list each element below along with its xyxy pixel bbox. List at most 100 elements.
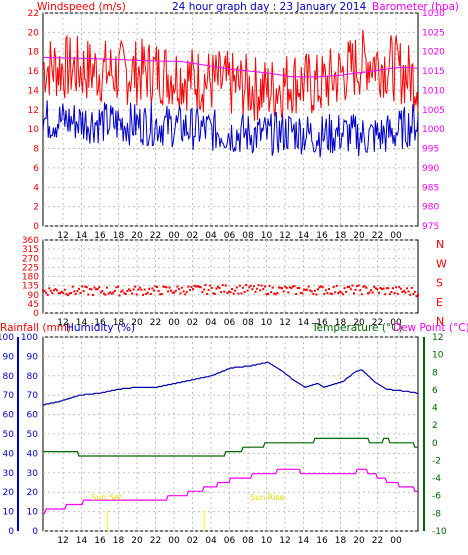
wind-direction-point xyxy=(85,286,88,289)
wind-direction-point xyxy=(260,284,263,287)
wind-direction-point xyxy=(140,288,143,291)
wind-direction-point xyxy=(149,293,152,296)
wind-direction-point xyxy=(324,289,327,292)
wind-direction-point xyxy=(377,291,380,294)
humidity-tick-label: 100 xyxy=(21,333,38,343)
wind-direction-point xyxy=(221,283,224,286)
wind-direction-point xyxy=(284,285,287,288)
rainfall-tick-label: 40 xyxy=(3,449,15,459)
humidity-axis-title: Humidity (%) xyxy=(66,322,135,334)
x-tick-label: 00 xyxy=(168,536,180,546)
temperature-tick-label: 10 xyxy=(432,351,444,361)
wind-direction-point xyxy=(129,289,132,292)
wind-direction-point xyxy=(199,286,202,289)
x-tick-label: 18 xyxy=(335,231,347,241)
wind-direction-point xyxy=(163,285,166,288)
wind-direction-point xyxy=(157,290,160,293)
wind-direction-point xyxy=(288,286,291,289)
wind-direction-point xyxy=(388,293,391,296)
wind-direction-point xyxy=(174,289,177,292)
wind-direction-point xyxy=(229,291,232,294)
humidity-tick-label: 70 xyxy=(27,391,39,401)
wind-direction-point xyxy=(323,292,326,295)
wind-direction-point xyxy=(393,292,396,295)
wind-direction-point xyxy=(398,286,401,289)
wind-direction-point xyxy=(109,291,112,294)
humidity-tick-label: 0 xyxy=(32,527,38,537)
wind-direction-point xyxy=(404,291,407,294)
wind-direction-point xyxy=(188,289,191,292)
wind-direction-point xyxy=(346,285,349,288)
x-tick-label: 14 xyxy=(298,536,310,546)
wind-direction-point xyxy=(293,285,296,288)
wind-direction-point xyxy=(417,293,419,296)
wind-direction-point xyxy=(387,287,390,290)
compass-label: N xyxy=(436,315,444,328)
wind-direction-point xyxy=(262,287,265,290)
windspeed-tick-label: 20 xyxy=(28,28,40,38)
wind-direction-point xyxy=(282,290,285,293)
wind-direction-point xyxy=(412,292,415,295)
wind-direction-point xyxy=(79,292,82,295)
temperature-axis-title: Temperature (°C) xyxy=(311,322,403,334)
humidity-tick-label: 90 xyxy=(27,352,39,362)
wind-direction-point xyxy=(315,293,318,296)
wind-direction-point xyxy=(340,291,343,294)
wind-direction-point xyxy=(238,284,241,287)
wind-direction-point xyxy=(51,292,54,295)
wind-direction-point xyxy=(201,291,204,294)
humidity-line xyxy=(43,361,418,406)
x-tick-label: 22 xyxy=(150,231,161,241)
wind-direction-point xyxy=(43,289,46,292)
wind-direction-point xyxy=(273,292,276,295)
wind-direction-point xyxy=(142,293,144,296)
x-tick-label: 04 xyxy=(205,536,217,546)
wind-direction-point xyxy=(98,286,101,289)
wind-direction-point xyxy=(62,292,65,295)
wind-direction-point xyxy=(382,287,385,290)
wind-direction-point xyxy=(99,291,102,294)
x-tick-label: 02 xyxy=(187,318,198,328)
wind-direction-point xyxy=(299,291,302,294)
windspeed-tick-label: 16 xyxy=(28,67,40,77)
wind-direction-point xyxy=(107,292,110,295)
windspeed-tick-label: 14 xyxy=(28,86,40,96)
wind-direction-point xyxy=(376,288,379,291)
x-tick-label: 04 xyxy=(205,318,217,328)
axis-labels: 12 14 16 18 20 22 00 02 04 06 08 10 12 14 16 18 20 22 0012… xyxy=(0,9,447,546)
wind-direction-point xyxy=(329,292,332,295)
wind-direction-point xyxy=(279,286,282,289)
wind-direction-point xyxy=(113,289,116,292)
wind-direction-point xyxy=(249,284,252,287)
chart-title: 24 hour graph day : 23 January 2014 xyxy=(172,1,367,13)
rainfall-tick-label: 20 xyxy=(3,488,15,498)
wind-direction-point xyxy=(118,294,121,297)
x-tick-label: 20 xyxy=(353,318,365,328)
wind-direction-point xyxy=(148,287,151,290)
wind-direction-point xyxy=(167,290,169,293)
x-tick-label: 12 xyxy=(279,536,290,546)
windspeed-tick-label: 0 xyxy=(33,222,39,232)
dew-point-line xyxy=(43,468,418,515)
wind-direction-point xyxy=(296,287,299,290)
x-tick-label: 22 xyxy=(150,536,161,546)
panel-frames xyxy=(17,12,425,532)
wind-direction-point xyxy=(198,285,201,288)
x-tick-label: 10 xyxy=(261,536,273,546)
direction-tick-label: 225 xyxy=(22,263,39,273)
wind-direction-point xyxy=(224,284,227,287)
x-tick-label: 02 xyxy=(187,536,198,546)
wind-direction-point xyxy=(63,288,66,291)
wind-direction-point xyxy=(320,285,323,288)
wind-direction-point xyxy=(143,288,146,291)
x-tick-label: 20 xyxy=(131,231,143,241)
wind-direction-point xyxy=(363,285,366,288)
x-tick-label: 20 xyxy=(353,536,365,546)
wind-direction-point xyxy=(317,288,319,291)
wind-direction-point xyxy=(121,289,124,292)
wind-direction-point xyxy=(96,288,99,291)
wind-direction-point xyxy=(59,292,62,295)
direction-tick-label: 135 xyxy=(22,282,39,292)
wind-direction-point xyxy=(104,293,107,296)
